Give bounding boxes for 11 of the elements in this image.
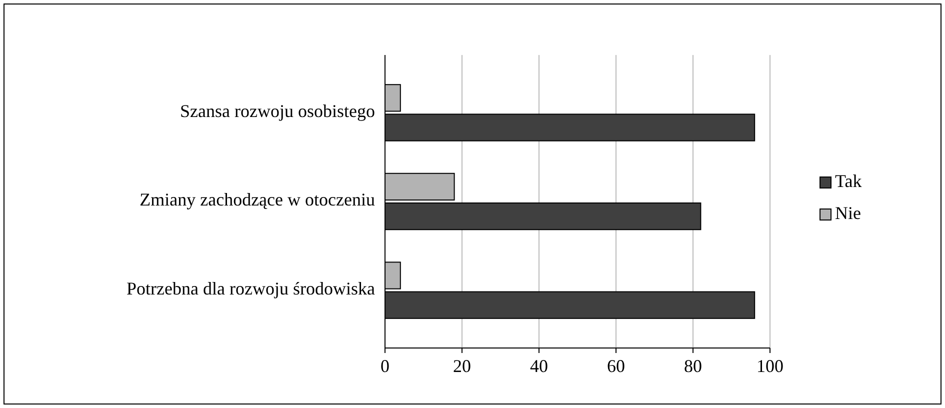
y-tick-label: Szansa rozwoju osobistego bbox=[180, 100, 375, 121]
x-tick-label: 60 bbox=[607, 356, 625, 376]
x-tick-label: 40 bbox=[530, 356, 548, 376]
legend-label: Tak bbox=[835, 171, 862, 192]
x-tick-label: 20 bbox=[453, 356, 471, 376]
legend-label: Nie bbox=[835, 203, 861, 224]
x-tick-label: 100 bbox=[756, 356, 784, 376]
y-tick-label: Potrzebna dla rozwoju środowiska bbox=[126, 278, 375, 298]
x-tick-label: 0 bbox=[380, 356, 390, 376]
y-tick-label: Zmiany zachodzące w otoczeniu bbox=[140, 190, 375, 210]
x-tick-label: 80 bbox=[684, 356, 702, 376]
